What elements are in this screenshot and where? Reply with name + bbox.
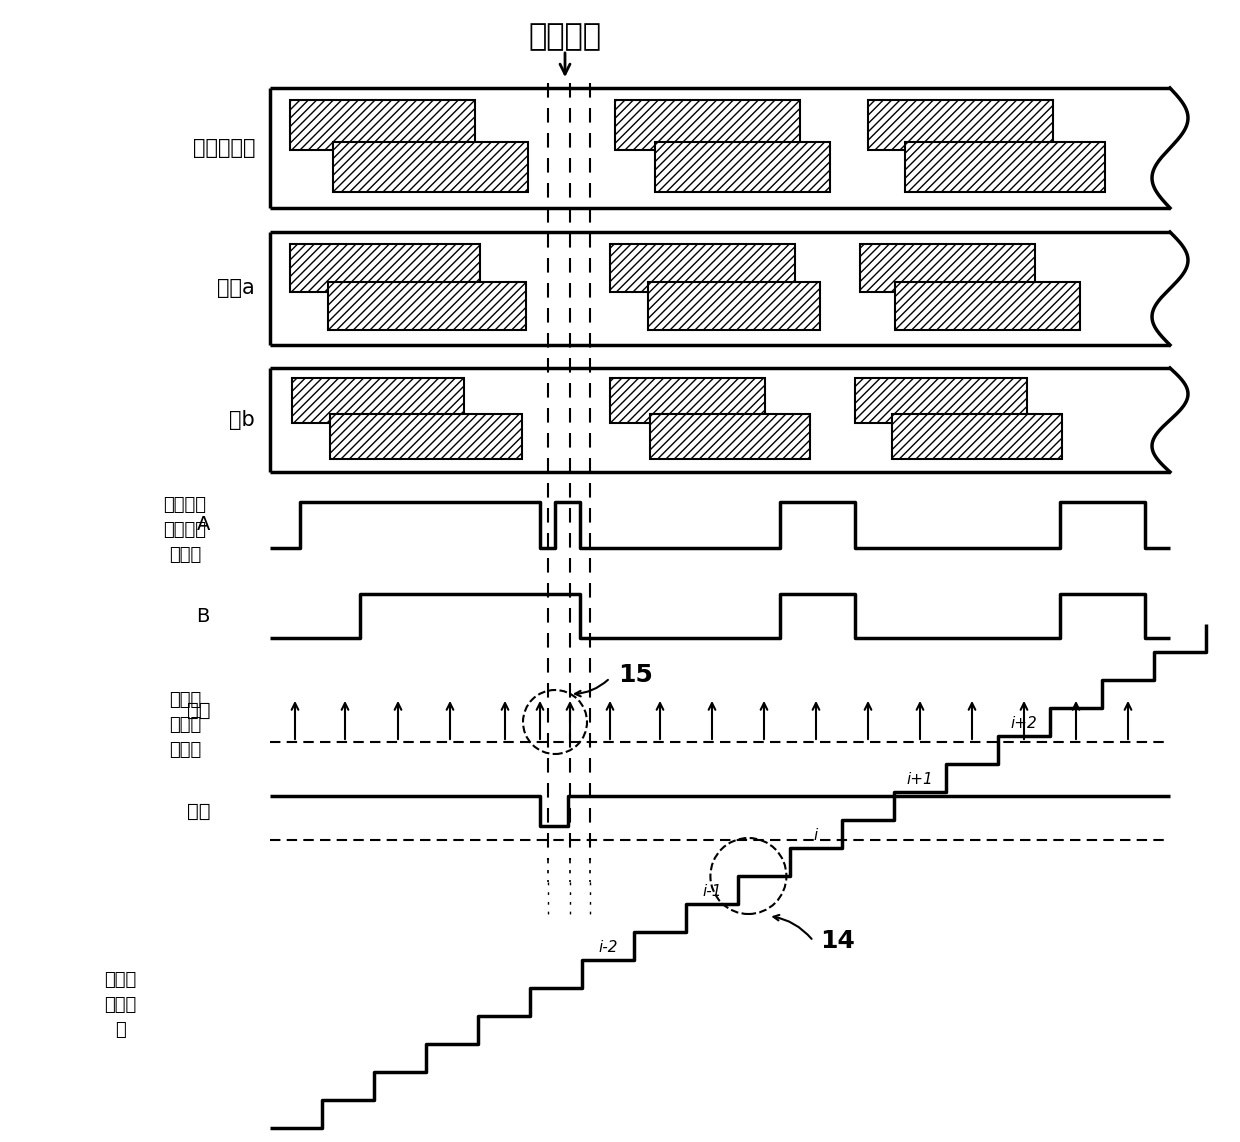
- Text: 出信号: 出信号: [169, 546, 201, 564]
- Text: 位置a: 位置a: [217, 279, 255, 298]
- Bar: [610, 378, 765, 423]
- Bar: [856, 378, 1027, 423]
- Text: i+1: i+1: [906, 772, 934, 787]
- Text: 正交编: 正交编: [169, 691, 201, 709]
- Text: 置测量: 置测量: [104, 996, 136, 1014]
- Text: 码脉冲: 码脉冲: [169, 716, 201, 734]
- Bar: [329, 282, 526, 330]
- Text: 值: 值: [114, 1021, 125, 1039]
- Text: 15: 15: [618, 664, 653, 687]
- Text: B: B: [197, 606, 210, 626]
- Text: 脉冲: 脉冲: [186, 700, 210, 719]
- Bar: [290, 100, 475, 150]
- Text: 方向: 方向: [186, 802, 210, 820]
- Text: i+2: i+2: [1011, 716, 1038, 731]
- Bar: [655, 142, 830, 192]
- Bar: [649, 282, 820, 330]
- Text: 脉冲沿位置: 脉冲沿位置: [192, 138, 255, 158]
- Text: 14: 14: [821, 928, 856, 954]
- Text: 光电开关: 光电开关: [528, 22, 601, 51]
- Bar: [615, 100, 800, 150]
- Bar: [868, 100, 1053, 150]
- Bar: [892, 415, 1061, 459]
- Text: 位b: 位b: [229, 410, 255, 431]
- Text: 电码盘输: 电码盘输: [164, 521, 207, 539]
- Bar: [291, 378, 464, 423]
- Text: i-1: i-1: [702, 884, 722, 899]
- Bar: [905, 142, 1105, 192]
- Bar: [290, 244, 480, 292]
- Bar: [650, 415, 810, 459]
- Bar: [334, 142, 528, 192]
- Text: 增量式光: 增量式光: [164, 496, 207, 514]
- Text: 解码后: 解码后: [169, 741, 201, 759]
- Text: A: A: [197, 515, 210, 534]
- Text: 角度位: 角度位: [104, 971, 136, 989]
- Bar: [610, 244, 795, 292]
- Bar: [861, 244, 1035, 292]
- Bar: [330, 415, 522, 459]
- Text: i: i: [813, 828, 818, 843]
- Text: i-2: i-2: [598, 940, 618, 955]
- Bar: [895, 282, 1080, 330]
